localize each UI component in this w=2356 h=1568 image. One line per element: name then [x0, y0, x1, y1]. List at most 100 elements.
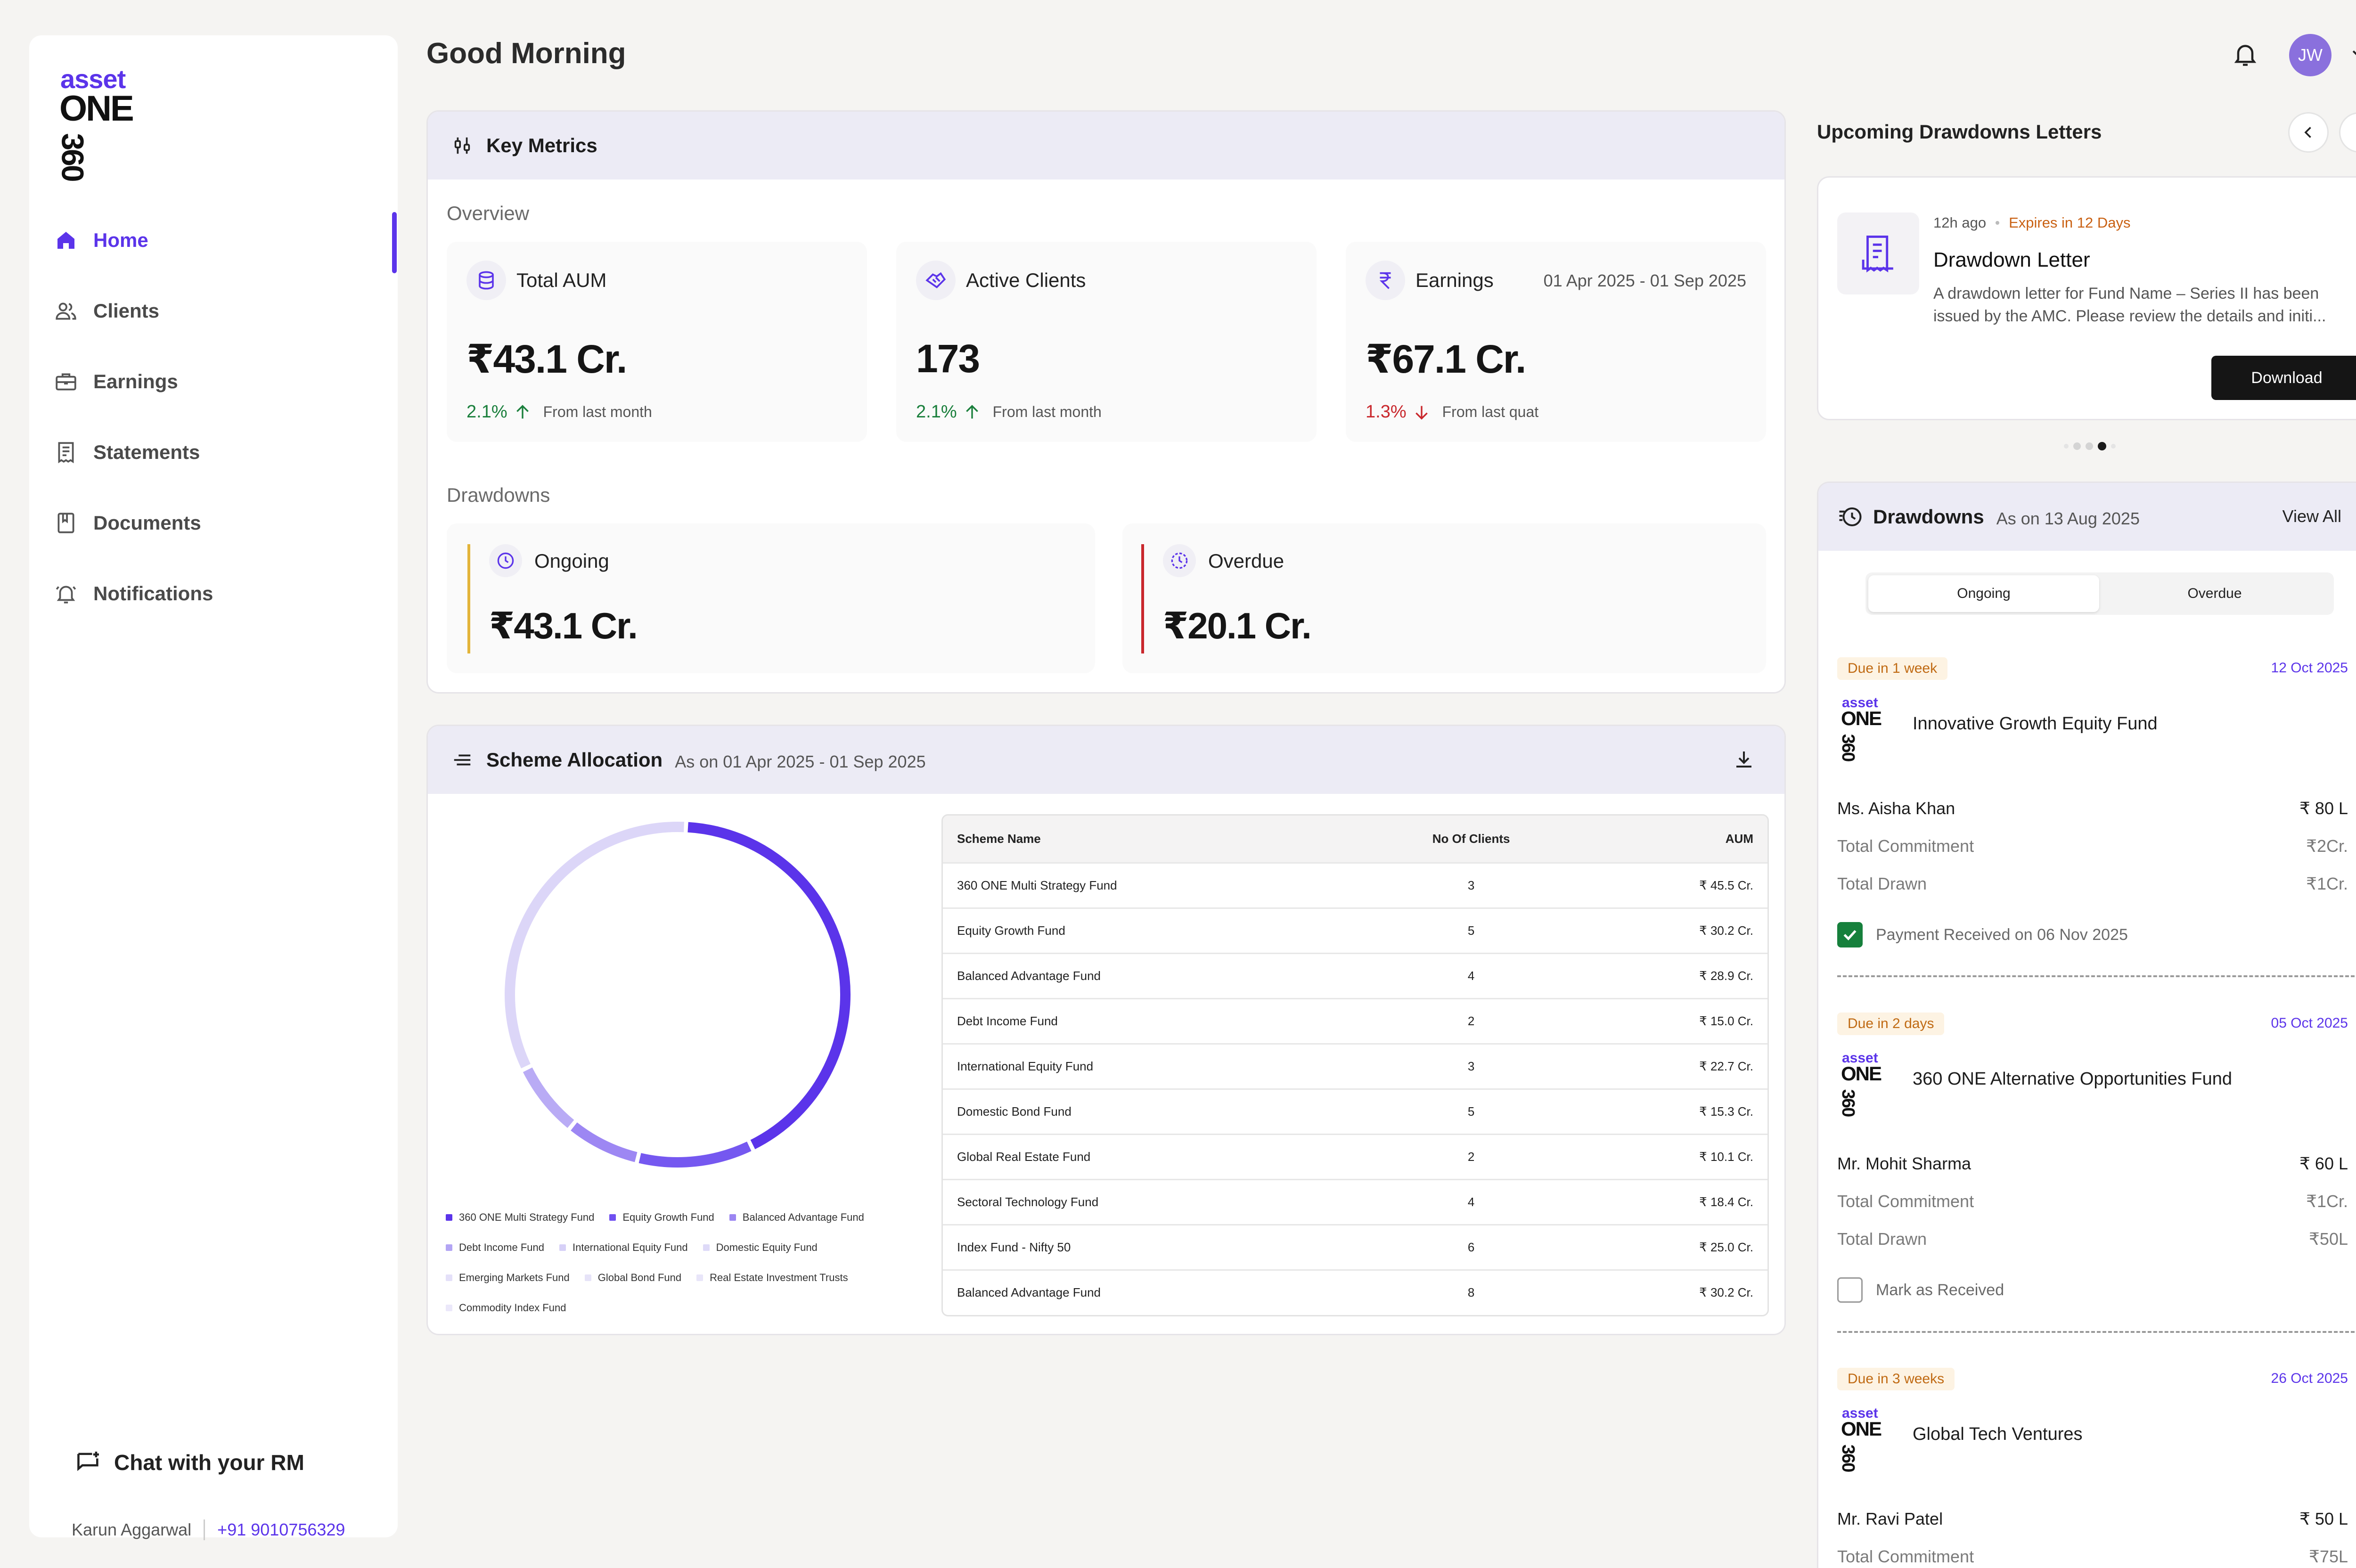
timer-icon — [1163, 544, 1196, 577]
legend-label: Real Estate Investment Trusts — [710, 1272, 848, 1283]
card-change: 1.3% From last quat — [1366, 402, 1538, 422]
key-metrics-header: Key Metrics — [428, 112, 1784, 180]
drawdown-item[interactable]: Due in 1 week 12 Oct 2025 asset ONE 360 … — [1837, 657, 2348, 978]
change-value: 1.3% — [1366, 402, 1407, 422]
table-row[interactable]: Index Fund - Nifty 50 6 ₹ 25.0 Cr. — [943, 1224, 1767, 1270]
carousel-dot[interactable] — [2086, 442, 2093, 450]
arrow-up-icon — [963, 403, 982, 422]
letter-body-line: issued by the AMC. Please review the det… — [1933, 307, 2326, 325]
logo-one-text: ONE — [59, 89, 134, 129]
mark-received[interactable]: Mark as Received — [1837, 1277, 2004, 1303]
donut-segment[interactable] — [687, 822, 851, 1150]
drawn-value: ₹50L — [2309, 1229, 2348, 1249]
tab-ongoing[interactable]: Ongoing — [1868, 575, 2099, 612]
table-row[interactable]: Balanced Advantage Fund 4 ₹ 28.9 Cr. — [943, 952, 1767, 998]
tab-overdue[interactable]: Overdue — [2187, 586, 2242, 601]
status-text: Payment Received on 06 Nov 2025 — [1876, 925, 2128, 944]
donut-segment[interactable] — [505, 822, 684, 1069]
chevron-down-icon[interactable] — [2349, 43, 2356, 64]
logo-360-text: 360 — [1838, 1089, 1858, 1117]
checkbox-checked[interactable] — [1837, 922, 1863, 947]
logo-asset-text: asset — [1842, 695, 1878, 710]
sidebar-item-home[interactable]: Home — [53, 212, 398, 273]
brand-logo[interactable]: asset ONE 360 — [56, 64, 143, 181]
table-row[interactable]: Sectoral Technology Fund 4 ₹ 18.4 Cr. — [943, 1178, 1767, 1225]
table-row[interactable]: Equity Growth Fund 5 ₹ 30.2 Cr. — [943, 907, 1767, 953]
carousel-dot-active[interactable] — [2098, 442, 2106, 450]
dot-separator — [1996, 221, 2000, 225]
arrow-up-icon — [513, 403, 532, 422]
due-badge: Due in 2 days — [1837, 1013, 1945, 1035]
letters-title: Upcoming Drawdowns Letters — [1817, 121, 2102, 143]
clients-cell: 3 — [1355, 1043, 1587, 1089]
legend-label: Equity Growth Fund — [622, 1211, 714, 1223]
chevron-left-icon — [2300, 124, 2317, 141]
lines-icon — [451, 749, 473, 771]
chart-legend: 360 ONE Multi Strategy Fund Equity Growth… — [446, 1211, 917, 1332]
table-row[interactable]: Balanced Advantage Fund 8 ₹ 30.2 Cr. — [943, 1269, 1767, 1315]
donut-segment[interactable] — [638, 1142, 752, 1168]
page-title: Good Morning — [426, 37, 626, 70]
donut-segment[interactable] — [523, 1067, 574, 1128]
rm-contact: Karun Aggarwal +91 9010756329 — [72, 1519, 345, 1540]
table-row[interactable]: 360 ONE Multi Strategy Fund 3 ₹ 45.5 Cr. — [943, 862, 1767, 908]
overdue-accent-bar — [1141, 544, 1144, 653]
scheme-table: Scheme Name No Of Clients AUM 360 ONE Mu… — [941, 814, 1769, 1316]
clients-cell: 5 — [1355, 907, 1587, 953]
legend-item: Equity Growth Fund — [609, 1211, 714, 1224]
change-value: 2.1% — [916, 402, 957, 422]
chat-title: Chat with your RM — [114, 1450, 304, 1475]
rm-phone-link[interactable]: +91 9010756329 — [217, 1520, 345, 1539]
status-text: Mark as Received — [1876, 1281, 2004, 1299]
table-row[interactable]: Domestic Bond Fund 5 ₹ 15.3 Cr. — [943, 1088, 1767, 1134]
donut-segment[interactable] — [571, 1122, 638, 1162]
clients-cell: 6 — [1355, 1224, 1587, 1270]
due-badge: Due in 1 week — [1837, 657, 1948, 680]
download-icon[interactable] — [1733, 749, 1755, 771]
sidebar-item-label: Clients — [93, 300, 160, 322]
clients-cell: 2 — [1355, 1133, 1587, 1179]
drawdown-item[interactable]: Due in 3 weeks 26 Oct 2025 asset ONE 360… — [1837, 1368, 2348, 1566]
change-note: From last month — [992, 403, 1102, 420]
legend-item: Global Bond Fund — [584, 1272, 681, 1284]
avatar[interactable]: JW — [2289, 34, 2331, 76]
download-button[interactable]: Download — [2211, 356, 2356, 400]
sidebar-item-clients[interactable]: Clients — [53, 283, 398, 339]
logo-one-text: ONE — [1841, 1418, 1882, 1440]
change-value: 2.1% — [466, 402, 507, 422]
drawdown-tabs: Ongoing Overdue — [1865, 572, 2334, 615]
commitment-label: Total Commitment — [1837, 836, 1974, 856]
sidebar-item-documents[interactable]: Documents — [53, 495, 398, 551]
prev-button[interactable] — [2288, 112, 2329, 153]
commitment-label: Total Commitment — [1837, 1192, 1974, 1211]
carousel-dot[interactable] — [2073, 442, 2081, 450]
carousel-dot[interactable] — [2111, 444, 2116, 449]
scheme-header: Scheme Allocation As on 01 Apr 2025 - 01… — [428, 726, 1784, 794]
legend-item: International Equity Fund — [559, 1241, 688, 1254]
next-button[interactable] — [2339, 112, 2356, 153]
drawdown-item[interactable]: Due in 2 days 05 Oct 2025 asset ONE 360 … — [1837, 1013, 2348, 1333]
legend-item: 360 ONE Multi Strategy Fund — [446, 1211, 594, 1224]
drawdowns-panel: Drawdowns As on 13 Aug 2025 View All Ong… — [1817, 482, 2356, 1568]
sidebar-item-notifications[interactable]: Notifications — [53, 565, 398, 622]
bell-icon[interactable] — [2231, 40, 2259, 68]
table-row[interactable]: Global Real Estate Fund 2 ₹ 10.1 Cr. — [943, 1133, 1767, 1179]
carousel-dot[interactable] — [2064, 444, 2069, 449]
scheme-name-cell: Global Real Estate Fund — [943, 1133, 1356, 1179]
checkbox-unchecked[interactable] — [1837, 1277, 1863, 1303]
overview-label: Overview — [447, 202, 530, 224]
scheme-name-cell: Balanced Advantage Fund — [943, 1269, 1356, 1315]
table-row[interactable]: Debt Income Fund 2 ₹ 15.0 Cr. — [943, 997, 1767, 1044]
client-name: Mr. Ravi Patel — [1837, 1509, 1943, 1528]
card-title: Earnings — [1415, 269, 1494, 291]
sidebar-item-statements[interactable]: Statements — [53, 424, 398, 481]
clients-cell: 5 — [1355, 1088, 1587, 1134]
view-all-link[interactable]: View All — [2282, 506, 2341, 526]
change-note: From last quat — [1442, 403, 1539, 420]
chat-with-rm[interactable]: Chat with your RM — [74, 1449, 304, 1476]
sidebar-item-earnings[interactable]: Earnings — [53, 353, 398, 410]
table-row[interactable]: International Equity Fund 3 ₹ 22.7 Cr. — [943, 1043, 1767, 1089]
legend-item: Debt Income Fund — [446, 1241, 544, 1254]
column-header-clients: No Of Clients — [1355, 816, 1587, 863]
drawdowns-label: Drawdowns — [447, 484, 550, 506]
